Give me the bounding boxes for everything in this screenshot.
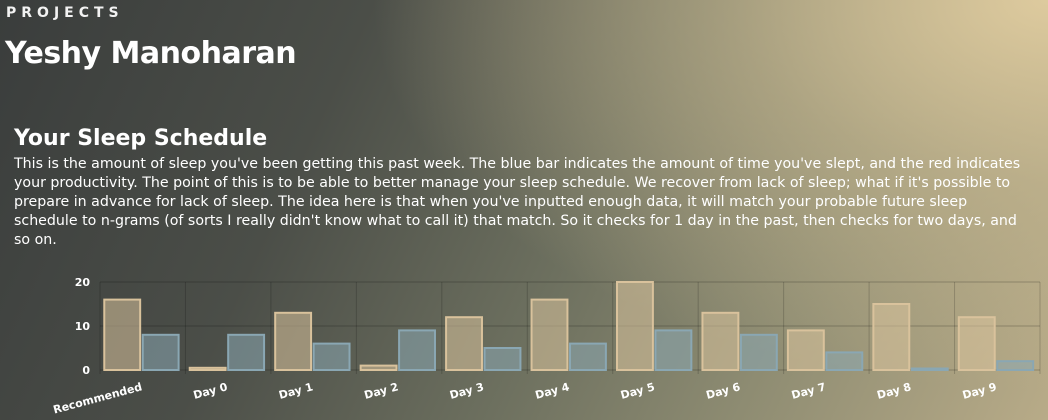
bar: [274, 311, 313, 371]
y-tick-label: 10: [75, 320, 91, 333]
bar: [996, 360, 1035, 371]
bar: [445, 316, 483, 371]
bar: [910, 367, 949, 371]
bar: [739, 333, 778, 372]
bar: [825, 351, 864, 372]
bar: [957, 316, 996, 371]
x-tick-label: Day 9: [961, 380, 998, 402]
bar: [103, 298, 142, 371]
section-description: This is the amount of sleep you've been …: [14, 156, 1021, 248]
bar: [359, 364, 398, 371]
bar: [188, 366, 227, 372]
bar: [530, 298, 569, 371]
x-tick-label: Day 3: [448, 380, 485, 402]
x-tick-label: Day 7: [790, 380, 827, 402]
bar: [398, 329, 436, 371]
x-tick-label: Day 6: [705, 380, 742, 402]
x-tick-label: Recommended: [52, 380, 144, 416]
bar: [141, 333, 180, 372]
bar: [786, 329, 825, 371]
site-label: PROJECTS: [6, 5, 124, 21]
y-tick-label: 20: [75, 276, 91, 289]
bar: [872, 303, 911, 371]
bar: [483, 347, 522, 371]
x-tick-label: Day 4: [534, 380, 571, 402]
x-tick-label: Day 8: [876, 380, 913, 402]
bar: [312, 342, 351, 371]
bar: [616, 281, 654, 371]
section-title: Your Sleep Schedule: [14, 126, 268, 151]
x-tick-label: Day 0: [192, 380, 229, 402]
x-tick-label: Day 2: [363, 380, 400, 402]
y-tick-label: 0: [82, 364, 90, 377]
x-tick-label: Day 1: [277, 380, 314, 402]
bar: [227, 333, 266, 372]
bar: [701, 311, 740, 371]
site-title[interactable]: Yeshy Manoharan: [5, 36, 297, 71]
bar: [654, 329, 693, 371]
bar: [569, 342, 607, 371]
x-tick-label: Day 5: [619, 380, 656, 402]
sleep-chart-svg: 0 10 20 Recommended Day 0 Day 1 Day 2 Day 3 Day …: [52, 276, 1041, 417]
sleep-chart: 0 10 20 Recommended Day 0 Day 1 Day 2 Day 3 Day …: [0, 266, 1048, 420]
